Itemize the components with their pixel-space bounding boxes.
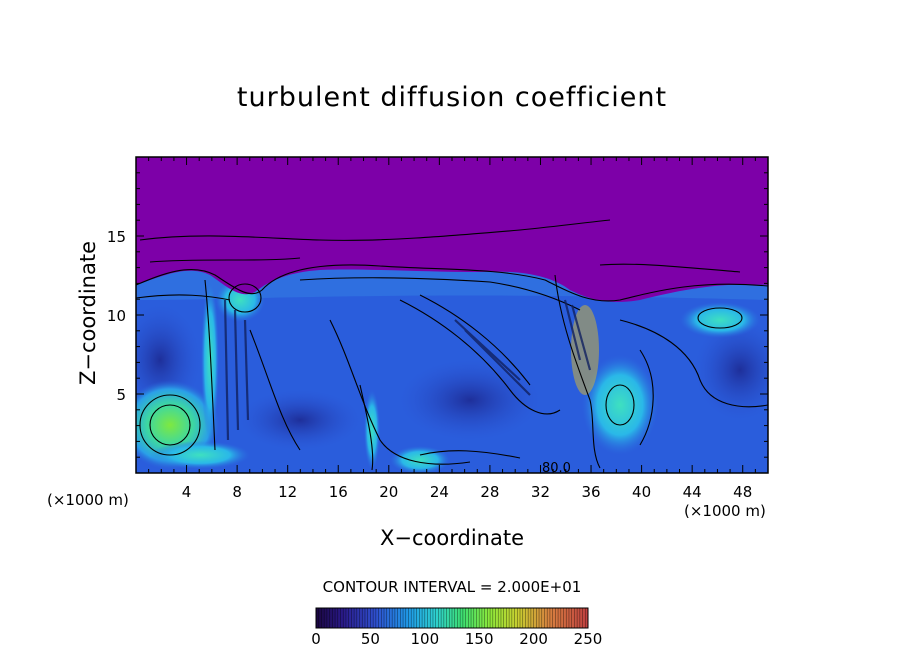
x-tick-label: 24	[430, 483, 449, 501]
x-unit-label-right: (×1000 m)	[684, 502, 766, 520]
y-axis: 5 10 15	[107, 172, 768, 458]
x-tick-label: 28	[480, 483, 499, 501]
colorbar-tick-label: 50	[360, 630, 380, 648]
field-image	[136, 157, 768, 473]
colorbar-tick-label: 250	[573, 630, 603, 648]
y-tick-label: 15	[107, 228, 126, 246]
x-tick-label: 32	[531, 483, 550, 501]
x-tick-label: 48	[733, 483, 752, 501]
chart-title: turbulent diffusion coefficient	[236, 82, 668, 113]
x-unit-label-left: (×1000 m)	[47, 491, 129, 509]
x-tick-label: 44	[683, 483, 702, 501]
x-tick-label: 40	[632, 483, 651, 501]
y-axis-label: Z−coordinate	[76, 241, 100, 385]
x-tick-label: 4	[182, 483, 192, 501]
y-tick-label: 10	[107, 307, 126, 325]
x-tick-label: 8	[232, 483, 242, 501]
contour-lines	[136, 219, 768, 471]
colorbar-tick-label: 200	[519, 630, 548, 648]
y-tick-label: 5	[116, 386, 126, 404]
x-tick-label: 20	[379, 483, 398, 501]
colorbar-contour-lines	[315, 608, 589, 628]
colorbar-tick-label: 100	[410, 630, 440, 648]
x-axis: 4 8 12 16 20 24 28 32 36 40 44 48	[148, 157, 756, 501]
contour-interval-label: CONTOUR INTERVAL = 2.000E+01	[322, 578, 582, 596]
x-tick-label: 12	[278, 483, 297, 501]
colorbar-tick-label: 150	[464, 630, 494, 648]
x-tick-label: 36	[581, 483, 600, 501]
x-tick-label: 16	[329, 483, 348, 501]
colorbar-tick-label: 0	[311, 630, 321, 648]
x-axis-label: X−coordinate	[380, 526, 524, 550]
colorbar-ticks: 0 50 100 150 200 250	[0, 630, 904, 650]
